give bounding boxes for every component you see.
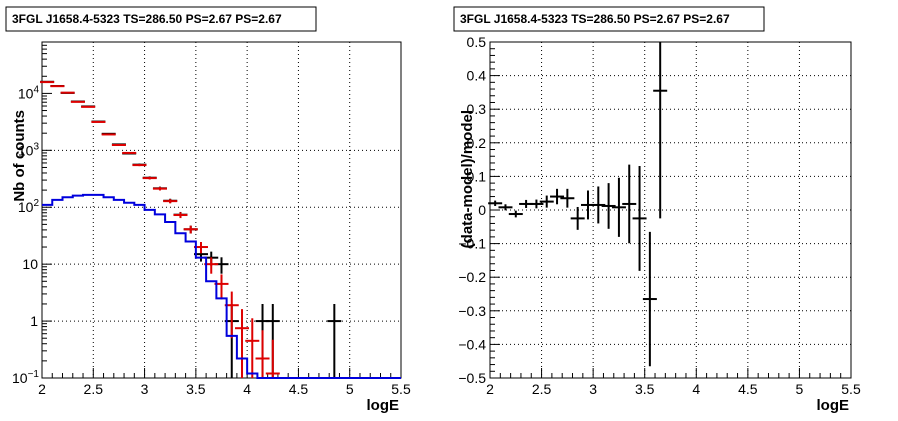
data-point (601, 183, 616, 229)
x-tick-label: 5.5 (391, 381, 411, 397)
y-tick-label: 10−1 (12, 369, 39, 386)
x-tick-label: 2 (486, 381, 494, 397)
data-point (70, 100, 85, 103)
x-tick-label: 2.5 (84, 381, 104, 397)
y-tick-label: 0 (478, 202, 486, 218)
plot-frame (41, 41, 402, 379)
data-point (327, 303, 342, 378)
x-tick-label: 5 (346, 381, 354, 397)
x-tick-label: 3 (589, 381, 597, 397)
data-point (101, 133, 116, 136)
data-point (214, 257, 229, 274)
y-tick-label: 102 (18, 198, 40, 215)
data-point (560, 188, 575, 208)
y-tick-label: 0.4 (467, 68, 487, 84)
y-tick-label: 0.1 (467, 168, 487, 184)
y-tick-label: 10 (22, 256, 38, 272)
data-point (132, 164, 147, 167)
x-tick-label: 3.5 (186, 381, 206, 397)
data-point (142, 176, 157, 180)
title-box: 3FGL J1658.4-5323 TS=286.50 PS=2.67 PS=2… (453, 6, 765, 32)
data-point (591, 186, 606, 224)
x-tick-label: 3 (141, 381, 149, 397)
y-axis-label: Nb of counts (11, 110, 28, 202)
data-point (488, 200, 503, 206)
series-residual (488, 42, 668, 367)
y-tick-label: 103 (18, 141, 40, 158)
grid (490, 42, 851, 378)
data-point (611, 177, 626, 237)
x-tick-label: 5 (796, 381, 804, 397)
data-point (550, 188, 565, 205)
chart-title: 3FGL J1658.4-5323 TS=286.50 PS=2.67 PS=2… (460, 12, 730, 26)
y-tick-label: 0.5 (467, 34, 487, 50)
data-point (498, 204, 513, 211)
y-tick-label: 0.2 (467, 135, 487, 151)
x-tick-label: 4 (243, 381, 251, 397)
y-tick-label: −0.5 (458, 370, 486, 386)
y-tick-label: −0.2 (458, 269, 486, 285)
y-tick-label: −0.1 (458, 236, 486, 252)
data-point (81, 105, 96, 108)
y-axis: 10−1 1 10 102 103 104 Nb of counts (11, 41, 52, 386)
x-axis-label: logE (367, 397, 400, 414)
data-point (508, 210, 523, 218)
title-frame (453, 6, 765, 32)
x-tick-label: 4.5 (738, 381, 758, 397)
data-point (539, 195, 554, 208)
grid (42, 42, 401, 378)
title-frame (5, 6, 317, 32)
y-tick-label: −0.3 (458, 303, 486, 319)
y-axis: −0.5 −0.4 −0.3 −0.2 −0.1 0 0.1 0.2 0.3 0.4 0.5 (dat… (458, 34, 500, 386)
y-axis-label: (data-model)/model (459, 110, 476, 248)
data-point (111, 144, 126, 147)
data-point (163, 199, 178, 204)
title-box: 3FGL J1658.4-5323 TS=286.50 PS=2.67 PS=2… (5, 6, 317, 32)
x-tick-label: 5.5 (841, 381, 861, 397)
x-tick-label: 2 (38, 381, 46, 397)
y-tick-label: 104 (18, 84, 40, 101)
data-point (570, 206, 585, 230)
x-axis-label: logE (817, 397, 850, 414)
data-point (622, 164, 637, 244)
data-point (255, 330, 270, 378)
data-point (265, 339, 280, 378)
data-point (642, 231, 657, 367)
data-point (122, 151, 137, 154)
y-tick-label: 1 (30, 313, 38, 329)
x-tick-label: 3.5 (635, 381, 655, 397)
data-point (245, 318, 260, 378)
chart-title: 3FGL J1658.4-5323 TS=286.50 PS=2.67 PS=2… (12, 12, 282, 26)
y-tick-label: 0.3 (467, 101, 487, 117)
series-component (42, 193, 401, 379)
data-point (529, 199, 544, 209)
series-model (40, 81, 280, 378)
data-point (632, 165, 647, 271)
data-point (152, 186, 167, 191)
x-tick-label: 2.5 (532, 381, 552, 397)
x-tick-label: 4 (692, 381, 700, 397)
data-point (91, 120, 106, 123)
data-point (235, 309, 250, 378)
x-tick-label: 4.5 (289, 381, 309, 397)
model-component-step-line (42, 193, 401, 379)
data-point (653, 42, 668, 219)
data-point (183, 225, 198, 234)
y-tick-label: −0.4 (458, 336, 486, 352)
data-point (173, 212, 188, 219)
